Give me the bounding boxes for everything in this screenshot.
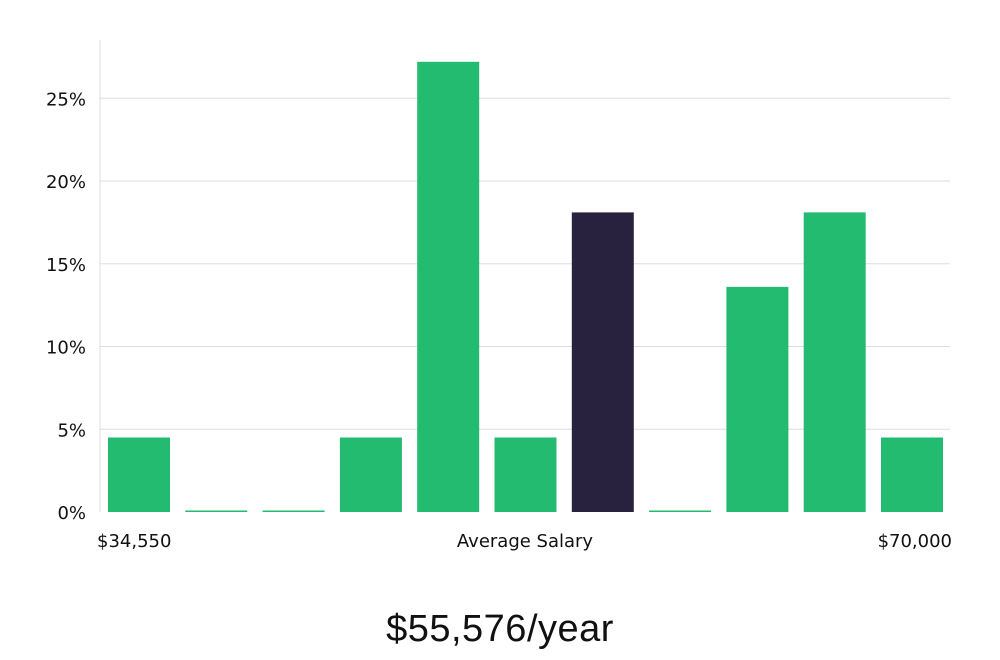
bars xyxy=(108,61,943,513)
bar xyxy=(262,510,325,512)
y-tick-label: 15% xyxy=(46,255,86,276)
bar xyxy=(185,510,248,512)
bar xyxy=(494,437,557,512)
bar xyxy=(649,510,712,512)
bar xyxy=(108,437,170,512)
bar xyxy=(803,212,866,512)
y-tick-labels: 0% 5% 10% 15% 20% 25% xyxy=(46,89,86,524)
y-tick-label: 10% xyxy=(46,338,86,359)
y-tick-label: 25% xyxy=(46,89,86,110)
x-max-label: $70,000 xyxy=(878,531,952,552)
bar xyxy=(339,437,402,512)
y-tick-label: 0% xyxy=(57,503,86,524)
bar xyxy=(417,61,480,513)
bar xyxy=(726,286,789,512)
average-salary-headline: $55,576/year xyxy=(386,608,614,650)
salary-histogram: 0%5%10%15%20%25% $34,550 Average Salary … xyxy=(46,40,952,552)
y-tick-label: 20% xyxy=(46,172,86,193)
y-tick-label: 5% xyxy=(57,420,86,441)
x-axis-title: Average Salary xyxy=(457,531,594,552)
highlight-bar xyxy=(571,212,634,512)
x-min-label: $34,550 xyxy=(97,531,171,552)
bar xyxy=(881,437,943,512)
